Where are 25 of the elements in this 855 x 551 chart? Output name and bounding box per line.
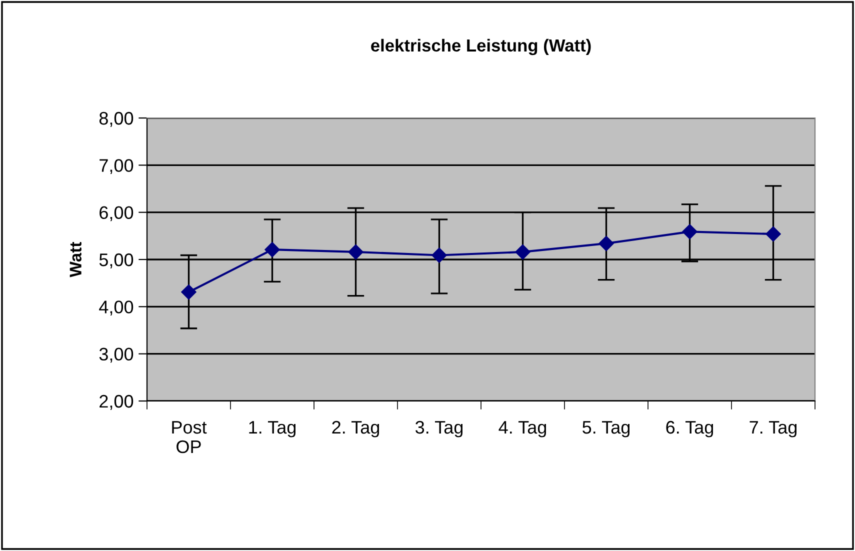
point [181, 284, 196, 300]
y-tick-label: 3,00 [99, 348, 134, 363]
point [264, 242, 280, 258]
y-tick-label: 7,00 [100, 159, 134, 174]
chart-title: elektrische Leistung (Watt) [371, 38, 591, 56]
point [766, 226, 781, 242]
point [682, 224, 698, 240]
x-tick-label: 4. Tag [498, 421, 546, 438]
x-tick-label: 5. Tag [582, 421, 630, 438]
x-tick-label: 2. Tag [332, 420, 380, 438]
point [432, 248, 447, 263]
x-tick-label: 6. Tag [666, 420, 714, 438]
point [515, 244, 530, 260]
y-tick-label: 2,00 [100, 394, 134, 410]
point [348, 244, 364, 260]
x-tick-label: 3. Tag [416, 420, 463, 438]
y-tick-label: 8,00 [99, 112, 134, 127]
x-tick-label: Post OP [172, 421, 207, 454]
y-tick-label: 4,00 [99, 300, 134, 316]
x-tick-label: 7. Tag [750, 421, 797, 438]
x-tick-label: 1. Tag [249, 421, 296, 438]
y-axis-title: Watt [70, 242, 82, 278]
y-tick-label: 5,00 [99, 253, 134, 268]
point [598, 236, 614, 252]
y-tick-label: 6,00 [100, 206, 134, 222]
